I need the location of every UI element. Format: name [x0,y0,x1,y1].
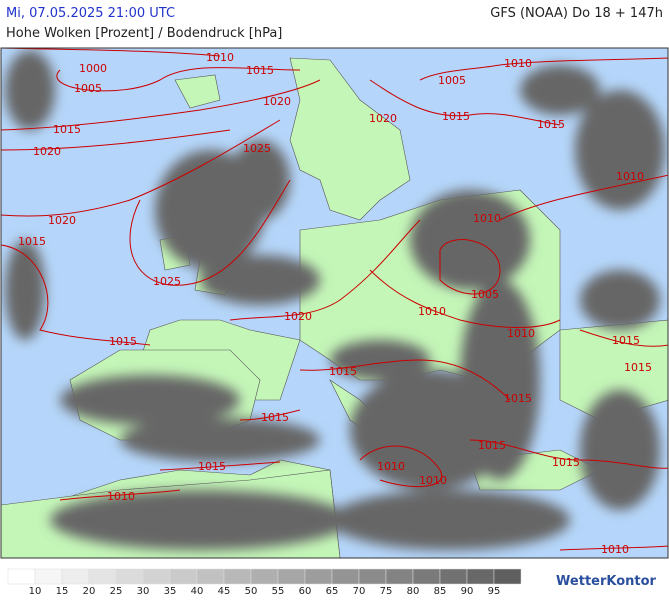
isobar-label: 1010 [473,212,501,225]
legend-label: 20 [83,586,96,597]
model-run: GFS (NOAA) Do 18 + 147h [490,6,663,21]
legend-swatch [331,568,360,585]
legend: 10 15 20 25 30 35 40 45 50 55 60 65 70 75 80 85 90 95 [7,568,522,597]
legend-label: 45 [218,586,231,597]
isobar-label: 1010 [616,170,644,183]
isobar-label: 1015 [261,411,289,424]
legend-swatch [466,568,495,585]
isobar-label: 1020 [284,310,312,323]
isobar-label: 1015 [552,456,580,469]
legend-label: 65 [326,586,339,597]
legend-swatch [115,568,144,585]
legend-swatch [142,568,171,585]
legend-label: 35 [164,586,177,597]
isobar-label: 1015 [109,335,137,348]
isobar-label: 1020 [48,214,76,227]
isobar-label: 1010 [419,474,447,487]
legend-swatch [88,568,117,585]
isobar-label: 1020 [263,95,291,108]
legend-swatch [412,568,441,585]
legend-swatch [385,568,414,585]
isobar-label: 1020 [369,112,397,125]
legend-swatch [250,568,279,585]
legend-swatch [358,568,387,585]
legend-label: 55 [272,586,285,597]
legend-swatch [7,568,36,585]
isobar-label: 1005 [438,74,466,87]
isobar-label: 1010 [418,305,446,318]
legend-label: 30 [137,586,150,597]
isobar-label: 1015 [198,460,226,473]
legend-label: 25 [110,586,123,597]
isobar-label: 1010 [507,327,535,340]
isobar-label: 1015 [442,110,470,123]
legend-swatch [34,568,63,585]
isobar-label: 1020 [33,145,61,158]
legend-label: 15 [56,586,69,597]
isobars [1,48,668,551]
legend-label: 10 [29,586,42,597]
legend-swatch [277,568,306,585]
isobar-label: 1010 [377,460,405,473]
map-frame [0,47,669,559]
isobar-label: 1025 [243,142,271,155]
isobar-label: 1015 [612,334,640,347]
isobar-label: 1015 [478,439,506,452]
legend-swatch [196,568,225,585]
legend-label: 40 [191,586,204,597]
legend-label: 50 [245,586,258,597]
isobar-label: 1000 [79,62,107,75]
isobar-label: 1005 [471,288,499,301]
map-title: Hohe Wolken [Prozent] / Bodendruck [hPa] [6,26,283,41]
isobar-label: 1010 [504,57,532,70]
isobar-label: 1015 [504,392,532,405]
legend-label: 85 [434,586,447,597]
legend-label: 60 [299,586,312,597]
isobar-label: 1010 [601,543,629,556]
logo: WetterKontor [556,574,657,589]
legend-swatch [223,568,252,585]
isobar-label: 1025 [153,275,181,288]
legend-swatch [61,568,90,585]
legend-swatch [439,568,468,585]
legend-label: 95 [488,586,501,597]
isobar-label: 1015 [18,235,46,248]
isobar-label: 1015 [624,361,652,374]
isobar-label: 1015 [246,64,274,77]
isobar-label: 1005 [74,82,102,95]
legend-swatch [169,568,198,585]
datetime: Mi, 07.05.2025 21:00 UTC [6,6,176,21]
isobar-label: 1015 [53,123,81,136]
isobar-label: 1010 [107,490,135,503]
isobar-label: 1015 [537,118,565,131]
legend-label: 80 [407,586,420,597]
legend-swatch [304,568,333,585]
legend-label: 90 [461,586,474,597]
legend-label: 75 [380,586,393,597]
isobar-label: 1015 [329,365,357,378]
legend-label: 70 [353,586,366,597]
isobar-label: 1010 [206,51,234,64]
legend-swatch [493,568,522,585]
